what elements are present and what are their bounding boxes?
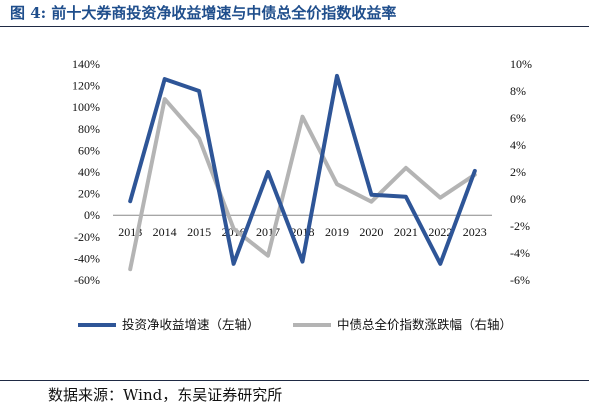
left-tick-label: 0% xyxy=(84,208,100,222)
legend: 投资净收益增速（左轴） 中债总全价指数涨跌幅（右轴） xyxy=(78,317,512,332)
legend-label: 投资净收益增速（左轴） xyxy=(122,317,260,332)
x-tick-label: 2021 xyxy=(394,225,418,239)
left-tick-label: 40% xyxy=(78,165,100,179)
left-tick-label: -40% xyxy=(74,251,100,265)
right-tick-label: -6% xyxy=(510,273,530,287)
right-tick-label: -4% xyxy=(510,246,530,260)
x-tick-label: 2014 xyxy=(153,225,177,239)
right-tick-label: 4% xyxy=(510,138,526,152)
left-tick-label: 100% xyxy=(72,100,100,114)
left-axis: 140% 120% 100% 80% 60% 40% 20% 0% -20% -40% -60% xyxy=(72,57,100,287)
right-tick-label: -2% xyxy=(510,219,530,233)
left-tick-label: 20% xyxy=(78,187,100,201)
x-tick-label: 2023 xyxy=(463,225,487,239)
x-axis: 2013 2014 2015 2016 2017 2018 2019 2020 2021 2022… xyxy=(118,225,487,239)
left-tick-label: 140% xyxy=(72,57,100,71)
left-tick-label: -60% xyxy=(74,273,100,287)
left-tick-label: -20% xyxy=(74,230,100,244)
right-tick-label: 2% xyxy=(510,165,526,179)
right-tick-label: 10% xyxy=(510,57,532,71)
right-axis: 10% 8% 6% 4% 2% 0% -2% -4% -6% xyxy=(510,57,532,287)
source-note: 数据来源：Wind，东吴证券研究所 xyxy=(48,386,283,404)
right-tick-label: 8% xyxy=(510,84,526,98)
top-rule xyxy=(0,26,589,27)
x-tick-label: 2015 xyxy=(187,225,211,239)
x-tick-label: 2022 xyxy=(428,225,452,239)
series-group xyxy=(128,73,477,272)
left-tick-label: 120% xyxy=(72,79,100,93)
series-line-investment-income-growth xyxy=(128,73,477,266)
right-tick-label: 6% xyxy=(510,111,526,125)
series-line-bond-index-return xyxy=(128,97,477,272)
left-tick-label: 60% xyxy=(78,143,100,157)
right-tick-label: 0% xyxy=(510,192,526,206)
x-tick-label: 2020 xyxy=(359,225,383,239)
legend-label: 中债总全价指数涨跌幅（右轴） xyxy=(337,317,512,332)
left-tick-label: 80% xyxy=(78,122,100,136)
x-tick-label: 2019 xyxy=(325,225,349,239)
figure-title: 图 4: 前十大券商投资净收益增速与中债总全价指数收益率 xyxy=(10,4,397,22)
bottom-rule xyxy=(0,380,589,381)
